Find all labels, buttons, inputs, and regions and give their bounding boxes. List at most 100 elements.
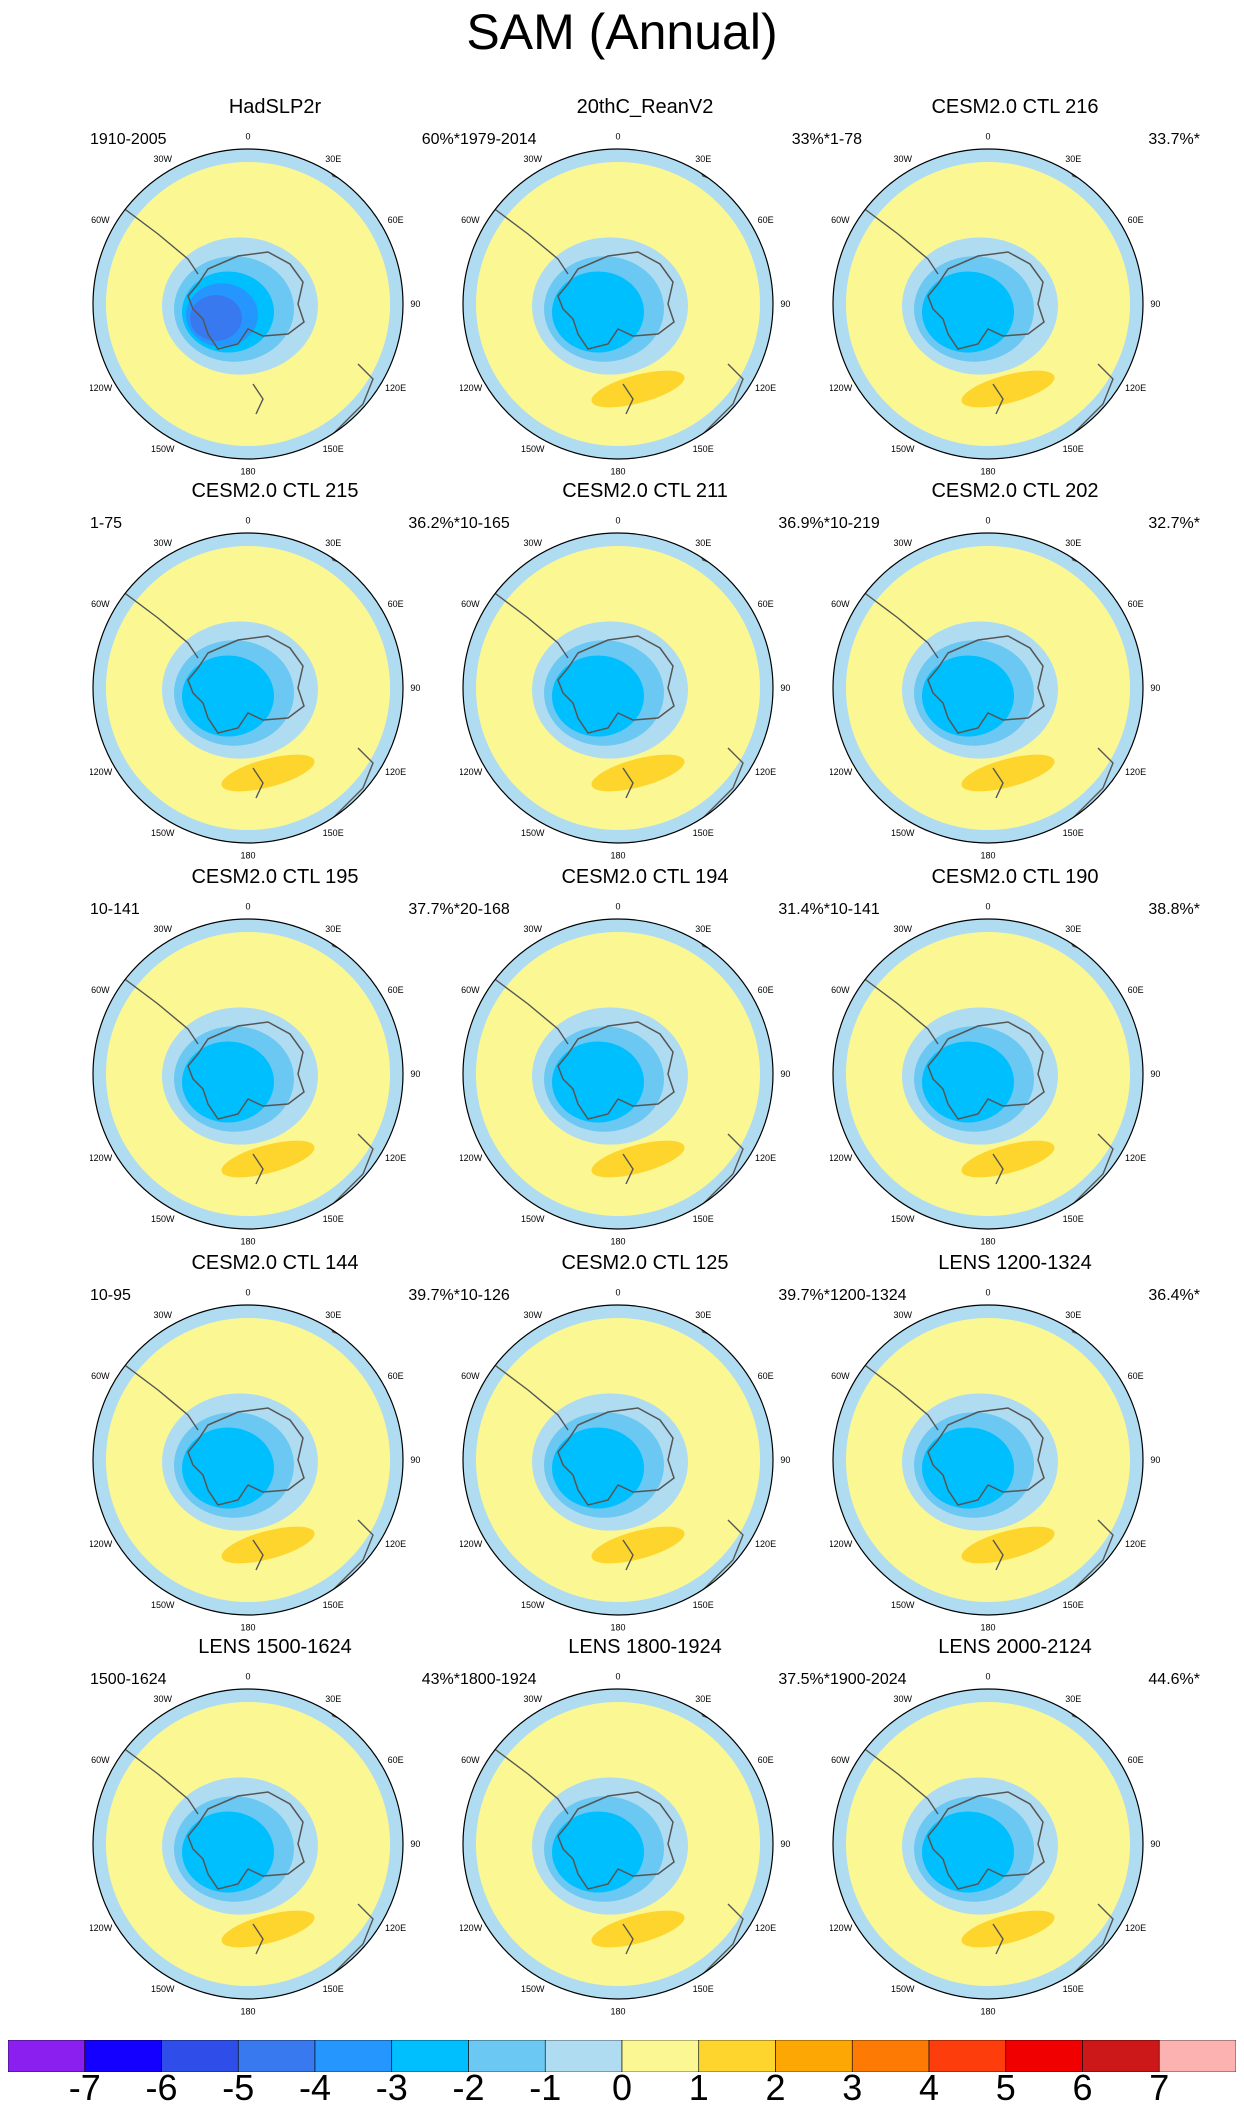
lon-label-150e: 150E: [693, 1214, 714, 1224]
australia-coastline: [697, 363, 744, 440]
colorbar-tick-label: -5: [222, 2067, 255, 2108]
contour-band-minus5: [190, 295, 242, 341]
new-zealand-coastline: [622, 1153, 634, 1185]
lon-label-60w: 60W: [91, 215, 110, 225]
lon-label-30e: 30E: [695, 924, 711, 934]
lon-label-30w: 30W: [524, 1694, 543, 1704]
lon-label-180: 180: [610, 851, 625, 860]
lon-label-60w: 60W: [91, 985, 110, 995]
panel-period: 1800-1924: [460, 1671, 537, 1688]
lon-label-60w: 60W: [461, 599, 480, 609]
antarctica-coastline: [187, 1021, 305, 1120]
panel-explained-variance: 38.8%*: [1148, 901, 1200, 918]
new-zealand-coastline: [252, 1153, 264, 1185]
lon-label-0: 0: [245, 131, 250, 141]
lon-label-180: 180: [240, 1623, 255, 1632]
map-boundary: [832, 1304, 1144, 1616]
panel-period: 1979-2014: [460, 131, 537, 148]
lon-label-120e: 120E: [385, 767, 406, 777]
polar-map: 030E60E90E120E150E180150W120W90W60W30W: [460, 131, 790, 476]
lon-label-60w: 60W: [461, 215, 480, 225]
south-america-coastline: [117, 587, 199, 659]
contour-band-plus1: [591, 1140, 685, 1178]
south-america-coastline: [117, 203, 199, 275]
lon-label-180: 180: [980, 1237, 995, 1246]
lon-label-30e: 30E: [695, 1694, 711, 1704]
lon-label-60e: 60E: [1128, 215, 1144, 225]
lon-label-60e: 60E: [388, 1371, 404, 1381]
contour-band-plus1: [221, 1526, 315, 1564]
lon-label-90e: 90E: [780, 1839, 790, 1849]
lon-label-180: 180: [610, 1623, 625, 1632]
lon-label-90e: 90E: [780, 299, 790, 309]
panel-period: 10-165: [460, 515, 510, 532]
colorbar-swatch-8: [544, 2040, 623, 2072]
lon-label-120w: 120W: [460, 383, 483, 393]
panel-15: LENS 2000-2124 1900-2024 44.6%* 0 30E 60E 90E 1…: [830, 1636, 1230, 2016]
colorbar-tick-label: 1: [688, 2067, 709, 2108]
panel-title: CESM2.0 CTL 211: [562, 480, 728, 502]
lon-label-120e: 120E: [755, 383, 776, 393]
contour-band-minus1-rim: [93, 533, 403, 843]
lon-label-60w: 60W: [461, 1755, 480, 1765]
south-america-coastline: [857, 203, 939, 275]
contour-band-plus1: [221, 1140, 315, 1178]
lon-label-60w: 60W: [91, 1371, 110, 1381]
contour-band-minus1-rim: [833, 919, 1143, 1229]
lon-label-0: 0: [985, 1671, 990, 1681]
lon-label-90e: 90E: [1150, 1839, 1160, 1849]
lon-label-60e: 60E: [758, 1371, 774, 1381]
south-america-coastline: [117, 973, 199, 1045]
panel-title: LENS 1500-1624: [198, 1636, 352, 1658]
contour-band-minus1-rim: [93, 149, 403, 459]
antarctica-coastline: [187, 1791, 305, 1890]
lon-label-30w: 30W: [894, 1310, 913, 1320]
lon-label-120w: 120W: [460, 1923, 483, 1933]
panel-period: 10-95: [90, 1287, 131, 1304]
lon-label-30w: 30W: [154, 154, 173, 164]
lon-label-30w: 30W: [524, 924, 543, 934]
contour-band-minus3: [922, 271, 1014, 353]
contour-band-minus3: [182, 1041, 274, 1123]
panel-1: HadSLP2r 1910-2005 60%* 0 30E 60E 90E 120E 150E 1…: [90, 96, 490, 476]
map-boundary: [92, 1304, 404, 1616]
new-zealand-coastline: [622, 1923, 634, 1955]
map-boundary: [92, 532, 404, 844]
lon-label-120e: 120E: [385, 383, 406, 393]
lon-label-90e: 90E: [1150, 1069, 1160, 1079]
colorbar-tick-label: -6: [145, 2067, 178, 2108]
panel-explained-variance: 33.7%*: [1148, 131, 1200, 148]
contour-band-plus1: [961, 1910, 1055, 1948]
lon-label-120e: 120E: [1125, 1539, 1146, 1549]
colorbar-tick-label: -3: [375, 2067, 408, 2108]
panel-period: 1500-1624: [90, 1671, 167, 1688]
south-america-coastline: [857, 587, 939, 659]
lon-label-60e: 60E: [388, 985, 404, 995]
polar-map: 030E60E90E120E150E180150W120W90W60W30W: [90, 1287, 420, 1632]
contour-band-minus1-rim: [833, 1689, 1143, 1999]
lon-label-150e: 150E: [1063, 1214, 1084, 1224]
antarctica-coastline: [927, 635, 1045, 734]
lon-label-60e: 60E: [1128, 985, 1144, 995]
colorbar-swatch-14: [1005, 2040, 1083, 2072]
lon-label-150w: 150W: [151, 444, 175, 454]
polar-map: 030E60E90E120E150E180150W120W90W60W30W: [830, 131, 1160, 476]
lon-label-120w: 120W: [460, 1153, 483, 1163]
lon-label-120w: 120W: [830, 383, 853, 393]
lon-label-60e: 60E: [758, 985, 774, 995]
lon-label-30e: 30E: [325, 1694, 341, 1704]
lon-label-180: 180: [980, 1623, 995, 1632]
map-boundary: [832, 148, 1144, 460]
lon-label-120w: 120W: [90, 1923, 113, 1933]
lon-label-150w: 150W: [521, 444, 545, 454]
lon-label-30w: 30W: [894, 924, 913, 934]
lon-label-180: 180: [240, 2007, 255, 2016]
lon-label-120w: 120W: [90, 1539, 113, 1549]
australia-coastline: [327, 1519, 374, 1596]
panel-title: CESM2.0 CTL 215: [191, 480, 359, 502]
panel-10: CESM2.0 CTL 144 10-95 39.7%* 0 30E 60E 90E 120E…: [90, 1252, 490, 1632]
lon-label-90e: 90E: [410, 1839, 420, 1849]
panel-period: 1910-2005: [90, 131, 167, 148]
lon-label-30e: 30E: [1065, 1310, 1081, 1320]
panel-7: CESM2.0 CTL 195 10-141 37.7%* 0 30E 60E 90E 120…: [90, 866, 490, 1246]
